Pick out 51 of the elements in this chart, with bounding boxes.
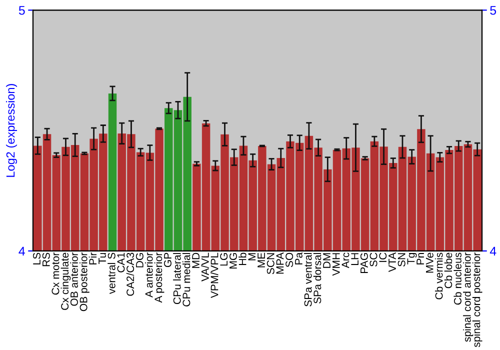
x-tick-label: A anterior <box>145 252 153 298</box>
x-tick-label: VMH <box>332 253 340 276</box>
x-tick-label: DG <box>136 253 144 268</box>
x-tick-label: Hb <box>238 252 246 265</box>
y2-tick-label: 4 <box>490 246 496 256</box>
x-tick-label: Tu <box>98 253 106 264</box>
x-tick-label: Cx motor <box>52 252 60 295</box>
x-tick-label: LH <box>351 253 358 265</box>
x-tick-label: IC <box>379 252 387 262</box>
x-tick-label: ventral S <box>108 252 116 294</box>
x-tick-label: M <box>248 253 256 260</box>
x-tick-label: Tg <box>407 253 417 264</box>
x-tick-label: Pn <box>416 253 424 264</box>
x-tick-label: CA2/CA3 <box>126 252 134 296</box>
x-tick-label: MG <box>229 253 237 268</box>
x-tick-label: CPu lateral <box>173 253 181 304</box>
x-tick-label: RS <box>42 252 50 266</box>
x-tick-label: MPA <box>276 252 284 274</box>
x-tick-label: CPu medial <box>182 253 190 306</box>
x-tick-label: A posterior <box>154 252 164 303</box>
x-tick-label: PAG <box>360 253 368 273</box>
x-tick-label: Arc <box>342 252 350 268</box>
x-tick-label: SCN <box>266 253 274 274</box>
y-axis-title: Log2 (expression) <box>6 84 18 177</box>
x-tick-label: GP <box>164 252 172 268</box>
x-tick-label: Pir <box>88 252 97 264</box>
x-tick-label: ME <box>258 252 265 268</box>
x-tick-label: OB posterior <box>80 252 90 312</box>
x-tick-label: VPM/VPL <box>210 252 218 298</box>
x-tick-label: SO <box>286 252 294 268</box>
x-tick-label: VTA <box>388 252 396 272</box>
x-tick-label: Cb vermis <box>434 252 443 300</box>
x-tick-label: SN <box>398 253 406 267</box>
x-tick-label: MD <box>192 252 200 268</box>
x-tick-label: Cb nucleus <box>454 252 462 305</box>
x-tick-label: Cx cingulate <box>60 252 71 310</box>
x-tick-label: SC <box>370 252 378 267</box>
x-tick-label: spinal cord posterior <box>472 252 482 348</box>
x-tick-label: CA1 <box>117 252 125 272</box>
y2-tick-label: 5 <box>490 6 496 15</box>
x-tick-label: Pa <box>295 252 302 264</box>
x-tick-label: VA/VL <box>201 252 209 282</box>
x-tick-label: DM <box>323 253 330 268</box>
x-tick-label: MVe <box>426 252 434 273</box>
x-tick-label: SPa dorsal <box>313 253 322 304</box>
x-tick-label: LG <box>220 253 228 266</box>
x-tick-label: SPa ventral <box>304 253 312 306</box>
x-tick-label: LS <box>33 252 41 264</box>
x-tick-label: OB anterior <box>70 252 78 306</box>
x-tick-label: spinal cord anterior <box>463 252 473 342</box>
x-tick-label: Cb lobe <box>444 252 452 288</box>
